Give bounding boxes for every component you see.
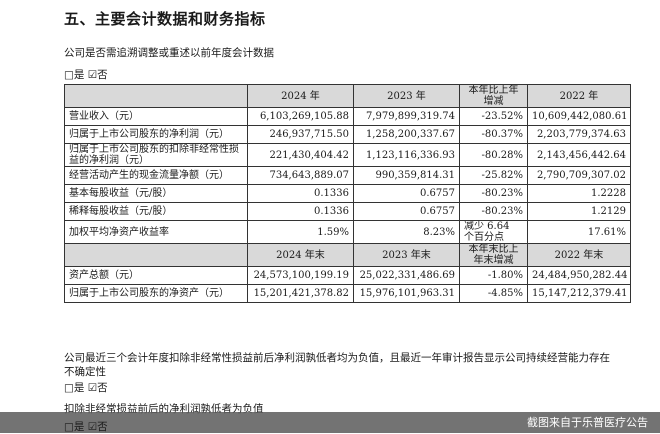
cell-change: -80.23% <box>459 184 528 203</box>
cell-y2023: 1,258,200,337.67 <box>353 125 460 144</box>
table-row: 营业收入（元） 6,103,269,105.88 7,979,899,319.74-… <box>64 107 631 126</box>
cell-y2024: 24,573,100,199.19 <box>247 266 354 285</box>
cell-y2024: 6,103,269,105.88 <box>247 107 354 126</box>
cell-change: -80.37% <box>459 125 528 144</box>
cell-y2022: 2,143,456,442.64 <box>527 143 631 167</box>
table-row: 归属于上市公司股东的净资产（元） 15,201,421,378.82 15,976,… <box>64 284 631 303</box>
financial-table: 2024 年 2023 年本年比上年 增减 2022 年营业收入（元） 6,103,2… <box>64 84 631 303</box>
watermark-banner: 截图来自于乐普医疗公告 <box>0 412 660 433</box>
cell-change: -80.23% <box>459 202 528 221</box>
cell-y2023: 25,022,331,486.69 <box>353 266 460 285</box>
cell-y2023: 0.6757 <box>353 184 460 203</box>
section-title: 五、主要会计数据和财务指标 <box>64 10 266 28</box>
row-label: 基本每股收益（元/股） <box>64 184 248 203</box>
cell-y2024: 0.1336 <box>247 202 354 221</box>
cell-y2022: 1.2129 <box>527 202 631 221</box>
note1-line2: 不确定性 <box>64 366 106 378</box>
column-header: 本年比上年 增减 <box>459 84 528 108</box>
row-label: 经营活动产生的现金流量净额（元） <box>64 166 248 185</box>
cell-y2022: 2,203,779,374.63 <box>527 125 631 144</box>
column-header: 2024 年 <box>247 84 354 108</box>
cell-y2023: 990,359,814.31 <box>353 166 460 185</box>
cell-change: -80.28% <box>459 143 528 167</box>
cell-y2023: 7,979,899,319.74 <box>353 107 460 126</box>
table-row: 归属于上市公司股东的净利润（元） 246,937,715.50 1,258,200,… <box>64 125 631 144</box>
row-label: 营业收入（元） <box>64 107 248 126</box>
column-header: 2022 年末 <box>527 243 631 267</box>
cell-change: -25.82% <box>459 166 528 185</box>
cell-y2022: 15,147,212,379.41 <box>527 284 631 303</box>
cell-y2022: 17.61% <box>527 220 631 244</box>
column-header: 2023 年 <box>353 84 460 108</box>
header-blank-cell <box>64 84 248 108</box>
column-header: 2024 年末 <box>247 243 354 267</box>
cell-y2022: 1.2228 <box>527 184 631 203</box>
cell-y2024: 1.59% <box>247 220 354 244</box>
header-row-years: 2024 年 2023 年本年比上年 增减 2022 年 <box>64 84 631 108</box>
cell-y2023: 15,976,101,963.31 <box>353 284 460 303</box>
table-row: 稀释每股收益（元/股） 0.1336 0.6757 -80.23% 1.2129 <box>64 202 631 221</box>
cell-y2022: 10,609,442,080.61 <box>527 107 631 126</box>
cell-y2024: 0.1336 <box>247 184 354 203</box>
cell-change: 减少 6.64 个百分点 <box>459 220 528 244</box>
table-row: 加权平均净资产收益率 1.59% 8.23% 减少 6.64 个百分点 17.61% <box>64 220 631 244</box>
cell-y2024: 734,643,889.07 <box>247 166 354 185</box>
table-row: 归属于上市公司股东的扣除非经常性损益的净利润（元） 221,430,404.42 1… <box>64 143 631 167</box>
row-label: 归属于上市公司股东的扣除非经常性损益的净利润（元） <box>64 143 248 167</box>
header-row-year-ends: 2024 年末 2023 年末 本年末比上 年末增减 2022 年末 <box>64 243 631 267</box>
cell-change: -4.85% <box>459 284 528 303</box>
table-row: 资产总额（元） 24,573,100,199.19 25,022,331,486.6… <box>64 266 631 285</box>
table-row: 基本每股收益（元/股） 0.1336 0.6757 -80.23% 1.2228 <box>64 184 631 203</box>
note1-line1: 公司最近三个会计年度扣除非经常性损益前后净利润孰低者均为负值，且最近一年审计报告… <box>64 352 610 364</box>
cell-y2024: 221,430,404.42 <box>247 143 354 167</box>
cell-y2022: 2,790,709,307.02 <box>527 166 631 185</box>
header-blank-cell <box>64 243 248 267</box>
restate-question: 公司是否需追溯调整或重述以前年度会计数据 <box>64 47 274 59</box>
cell-y2023: 1,123,116,336.93 <box>353 143 460 167</box>
cell-change: -1.80% <box>459 266 528 285</box>
cell-y2024: 246,937,715.50 <box>247 125 354 144</box>
cell-y2022: 24,484,950,282.44 <box>527 266 631 285</box>
row-label: 归属于上市公司股东的净利润（元） <box>64 125 248 144</box>
row-label: 资产总额（元） <box>64 266 248 285</box>
cell-change: -23.52% <box>459 107 528 126</box>
row-label: 归属于上市公司股东的净资产（元） <box>64 284 248 303</box>
column-header: 本年末比上 年末增减 <box>459 243 528 267</box>
column-header: 2022 年 <box>527 84 631 108</box>
note2-answer: □是 ☑否 <box>64 421 108 433</box>
cell-y2023: 0.6757 <box>353 202 460 221</box>
restate-answer: □是 ☑否 <box>64 69 108 81</box>
table-row: 经营活动产生的现金流量净额（元） 734,643,889.07 990,359,81… <box>64 166 631 185</box>
row-label: 加权平均净资产收益率 <box>64 220 248 244</box>
note1-answer: □是 ☑否 <box>64 382 108 394</box>
cell-y2024: 15,201,421,378.82 <box>247 284 354 303</box>
row-label: 稀释每股收益（元/股） <box>64 202 248 221</box>
cell-y2023: 8.23% <box>353 220 460 244</box>
column-header: 2023 年末 <box>353 243 460 267</box>
